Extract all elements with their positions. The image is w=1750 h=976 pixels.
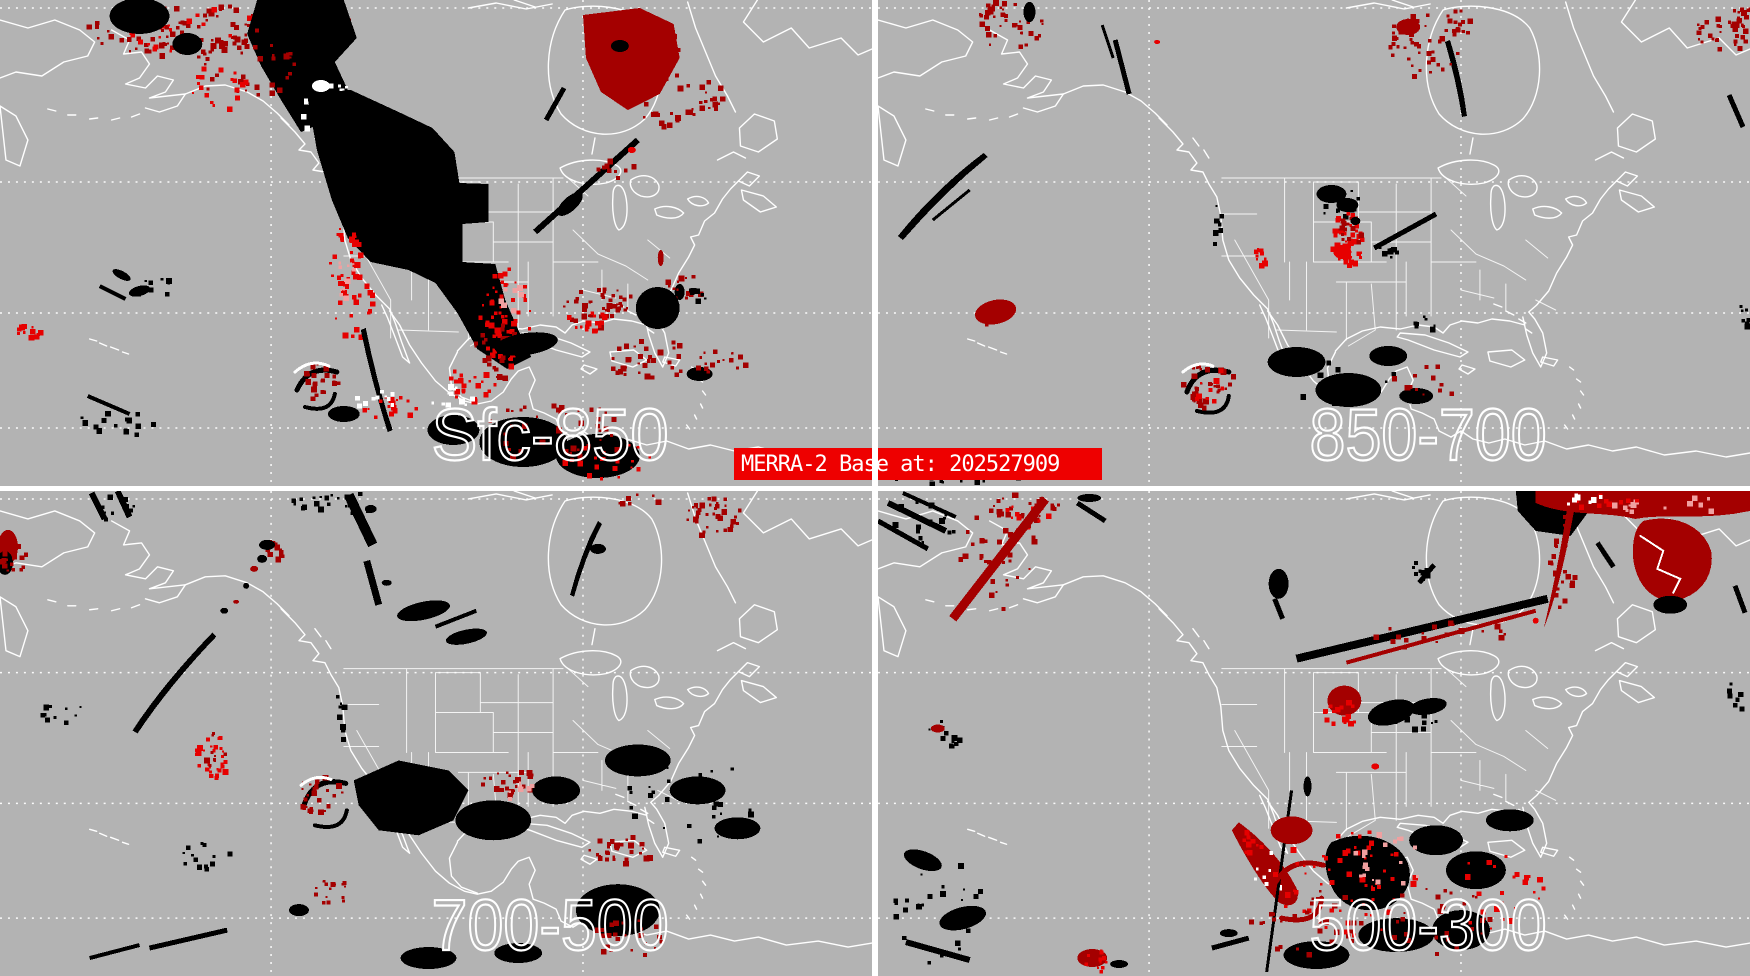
data-blobs bbox=[878, 491, 1750, 974]
banner: MERRA-2 Base at: 202527909 bbox=[734, 448, 1102, 480]
data-blobs bbox=[895, 0, 1750, 486]
map-canvas-500-300: 500-300 bbox=[878, 491, 1750, 976]
map-canvas-sfc-850: Sfc-850 bbox=[0, 0, 872, 486]
map-canvas-850-700: 850-700 bbox=[878, 0, 1750, 486]
layer-label-850-700: 850-700 bbox=[1310, 395, 1547, 476]
layer-label-700-500: 700-500 bbox=[432, 885, 669, 966]
graticule bbox=[878, 0, 1750, 486]
panel-850-700: 850-700 bbox=[878, 0, 1750, 486]
panel-500-300: 500-300 bbox=[878, 491, 1750, 976]
data-blobs bbox=[0, 491, 761, 970]
data-blobs bbox=[16, 0, 749, 481]
banner-text: MERRA-2 Base at: 202527909 bbox=[741, 451, 1060, 477]
panel-sfc-850: Sfc-850 bbox=[0, 0, 872, 486]
panel-700-500: 700-500 bbox=[0, 491, 872, 976]
panel-divider-horizontal bbox=[0, 486, 1750, 491]
layer-label-sfc-850: Sfc-850 bbox=[432, 395, 669, 476]
layer-label-500-300: 500-300 bbox=[1310, 885, 1547, 966]
map-canvas-700-500: 700-500 bbox=[0, 491, 872, 976]
